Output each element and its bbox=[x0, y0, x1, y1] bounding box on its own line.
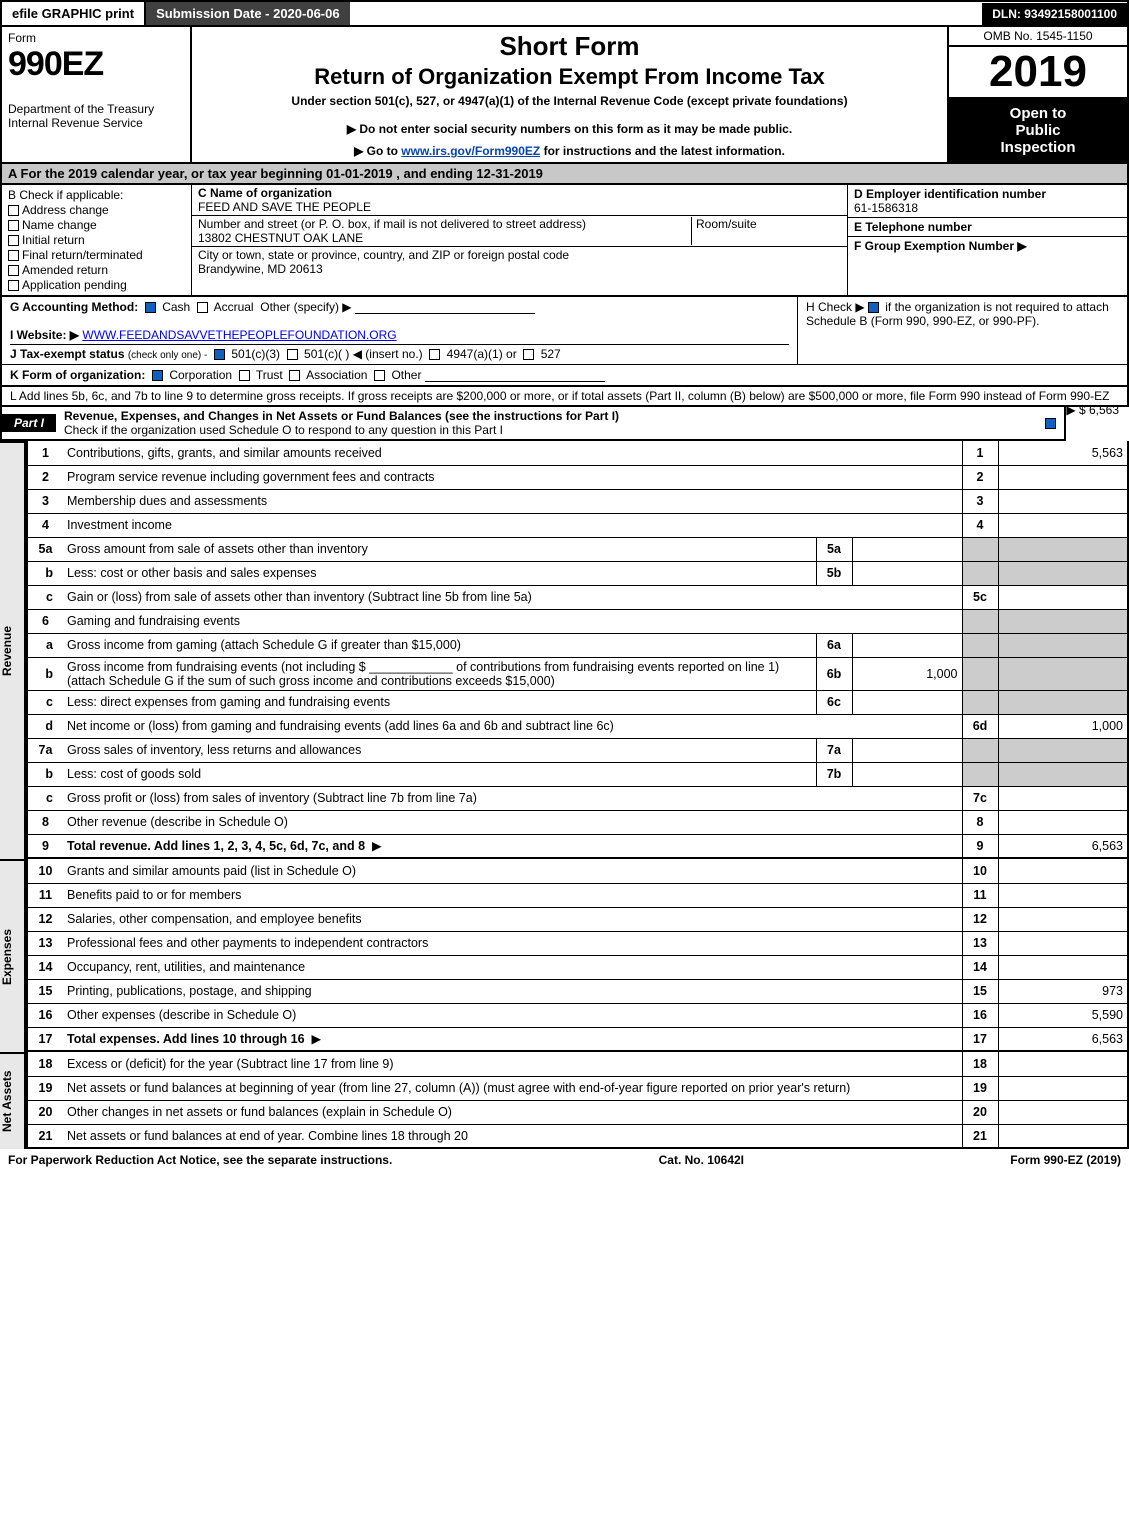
form-title-box: Short Form Return of Organization Exempt… bbox=[192, 27, 947, 162]
line-6d-value: 1,000 bbox=[998, 714, 1128, 738]
line-l: L Add lines 5b, 6c, and 7b to line 9 to … bbox=[0, 387, 1129, 407]
paperwork-notice: For Paperwork Reduction Act Notice, see … bbox=[8, 1153, 392, 1167]
return-title: Return of Organization Exempt From Incom… bbox=[200, 64, 939, 90]
check-4947[interactable] bbox=[429, 349, 440, 360]
efile-print-button[interactable]: efile GRAPHIC print bbox=[2, 2, 146, 25]
check-name-change[interactable] bbox=[8, 220, 19, 231]
box-f-label: F Group Exemption Number ▶ bbox=[854, 239, 1027, 253]
ein-value: 61-1586318 bbox=[854, 201, 918, 215]
lines-g-to-k: G Accounting Method: Cash Accrual Other … bbox=[0, 297, 1129, 387]
box-d-label: D Employer identification number bbox=[854, 187, 1046, 201]
check-cash[interactable] bbox=[145, 302, 156, 313]
check-527[interactable] bbox=[523, 349, 534, 360]
dln-label: DLN: 93492158001100 bbox=[982, 3, 1127, 25]
revenue-table: 1Contributions, gifts, grants, and simil… bbox=[26, 441, 1129, 859]
goto-link[interactable]: www.irs.gov/Form990EZ bbox=[401, 144, 540, 158]
website-link[interactable]: WWW.FEEDANDSAVVETHEPEOPLEFOUNDATION.ORG bbox=[82, 328, 396, 342]
other-method-field[interactable] bbox=[355, 302, 535, 314]
check-trust[interactable] bbox=[239, 370, 250, 381]
ssn-warning: ▶ Do not enter social security numbers o… bbox=[200, 122, 939, 136]
part-i-check-line: Check if the organization used Schedule … bbox=[64, 423, 503, 437]
omb-number: OMB No. 1545-1150 bbox=[949, 27, 1127, 47]
submission-date-button[interactable]: Submission Date - 2020-06-06 bbox=[146, 2, 352, 25]
top-bar: efile GRAPHIC print Submission Date - 20… bbox=[0, 0, 1129, 27]
part-i-header: Part I Revenue, Expenses, and Changes in… bbox=[0, 407, 1066, 441]
part-i-tag: Part I bbox=[2, 414, 56, 432]
line-16-value: 5,590 bbox=[998, 1003, 1128, 1027]
check-address-change[interactable] bbox=[8, 205, 19, 216]
goto-instructions: ▶ Go to www.irs.gov/Form990EZ for instru… bbox=[200, 144, 939, 158]
netassets-table: 18Excess or (deficit) for the year (Subt… bbox=[26, 1052, 1129, 1149]
line-k-label: K Form of organization: bbox=[10, 368, 145, 382]
box-c-city-label: City or town, state or province, country… bbox=[198, 248, 569, 262]
tax-year: 2019 bbox=[949, 47, 1127, 99]
line-1-value: 5,563 bbox=[998, 441, 1128, 465]
open-to-public-inspection: Open to Public Inspection bbox=[949, 99, 1127, 162]
line-6b-value: 1,000 bbox=[852, 657, 962, 690]
room-suite-label: Room/suite bbox=[691, 217, 841, 245]
box-c: C Name of organization FEED AND SAVE THE… bbox=[192, 185, 847, 295]
form-number: 990EZ bbox=[8, 45, 184, 84]
line-15-value: 973 bbox=[998, 979, 1128, 1003]
line-i-label: I Website: ▶ bbox=[10, 328, 79, 342]
check-application-pending[interactable] bbox=[8, 280, 19, 291]
page-footer: For Paperwork Reduction Act Notice, see … bbox=[0, 1149, 1129, 1171]
check-corporation[interactable] bbox=[152, 370, 163, 381]
org-street: 13802 CHESTNUT OAK LANE bbox=[198, 231, 363, 245]
org-name: FEED AND SAVE THE PEOPLE bbox=[198, 200, 371, 214]
check-accrual[interactable] bbox=[197, 302, 208, 313]
line-g-label: G Accounting Method: bbox=[10, 300, 138, 314]
check-final-return[interactable] bbox=[8, 250, 19, 261]
check-other-org[interactable] bbox=[374, 370, 385, 381]
short-form-title: Short Form bbox=[200, 31, 939, 62]
line-17-value: 6,563 bbox=[998, 1027, 1128, 1051]
check-schedule-o-used[interactable] bbox=[1045, 418, 1056, 429]
box-c-name-label: C Name of organization bbox=[198, 186, 332, 200]
box-def: D Employer identification number 61-1586… bbox=[847, 185, 1127, 295]
goto-post: for instructions and the latest informat… bbox=[540, 144, 785, 158]
form-meta-box: OMB No. 1545-1150 2019 Open to Public In… bbox=[947, 27, 1127, 162]
form-word: Form bbox=[8, 31, 184, 45]
tax-period-bar: A For the 2019 calendar year, or tax yea… bbox=[0, 164, 1129, 185]
box-e-label: E Telephone number bbox=[854, 220, 972, 234]
other-org-field[interactable] bbox=[425, 370, 605, 382]
box-c-addr-label: Number and street (or P. O. box, if mail… bbox=[198, 217, 586, 231]
goto-pre: ▶ Go to bbox=[354, 144, 401, 158]
netassets-side-label: Net Assets bbox=[0, 1052, 26, 1149]
line-2-value bbox=[998, 465, 1128, 489]
check-501c3[interactable] bbox=[214, 349, 225, 360]
form-header: Form 990EZ Department of the Treasury In… bbox=[0, 27, 1129, 164]
form-footer-id: Form 990-EZ (2019) bbox=[1010, 1153, 1121, 1167]
form-id-box: Form 990EZ Department of the Treasury In… bbox=[2, 27, 192, 162]
dept-treasury: Department of the Treasury bbox=[8, 102, 184, 116]
box-b: B Check if applicable: Address change Na… bbox=[2, 185, 192, 295]
line-9-value: 6,563 bbox=[998, 834, 1128, 858]
check-initial-return[interactable] bbox=[8, 235, 19, 246]
under-section-text: Under section 501(c), 527, or 4947(a)(1)… bbox=[200, 94, 939, 108]
revenue-side-label: Revenue bbox=[0, 441, 26, 859]
check-association[interactable] bbox=[289, 370, 300, 381]
line-j-label: J Tax-exempt status bbox=[10, 347, 125, 361]
box-b-title: B Check if applicable: bbox=[8, 188, 185, 202]
dept-irs: Internal Revenue Service bbox=[8, 116, 184, 130]
check-amended-return[interactable] bbox=[8, 265, 19, 276]
part-i-title: Revenue, Expenses, and Changes in Net As… bbox=[64, 409, 619, 423]
line-l-amount: ▶ $ 6,563 bbox=[1066, 403, 1119, 417]
check-schedule-b-not-required[interactable] bbox=[868, 302, 879, 313]
catalog-number: Cat. No. 10642I bbox=[659, 1153, 744, 1167]
expenses-side-label: Expenses bbox=[0, 859, 26, 1052]
expenses-table: 10Grants and similar amounts paid (list … bbox=[26, 859, 1129, 1052]
org-city: Brandywine, MD 20613 bbox=[198, 262, 323, 276]
check-501c[interactable] bbox=[287, 349, 298, 360]
org-info-block: B Check if applicable: Address change Na… bbox=[0, 185, 1129, 297]
line-h-pre: H Check ▶ bbox=[806, 300, 865, 314]
